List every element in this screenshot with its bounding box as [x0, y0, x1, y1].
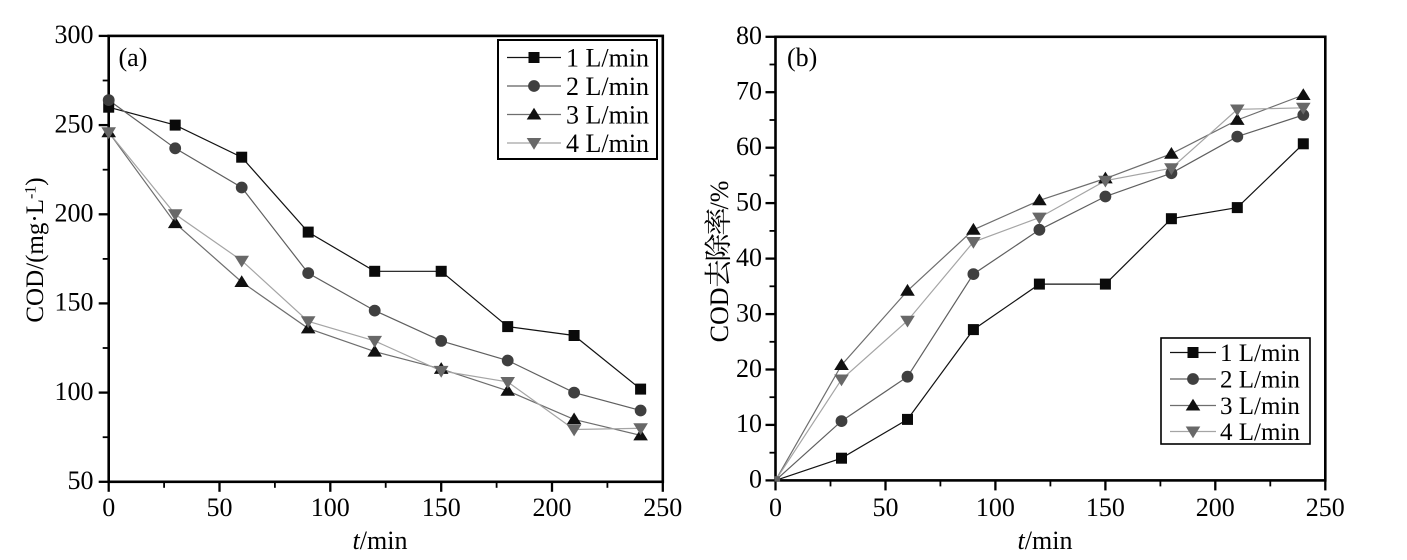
svg-text:50: 50 [873, 493, 899, 522]
svg-text:/%: /% [705, 181, 734, 210]
svg-text:150: 150 [422, 493, 461, 522]
svg-text:10: 10 [736, 409, 762, 438]
svg-text:4 L/min: 4 L/min [1220, 419, 1300, 446]
svg-text:60: 60 [736, 132, 762, 161]
svg-text:COD/(mg·L-1): COD/(mg·L-1) [22, 177, 49, 322]
svg-text:200: 200 [55, 199, 94, 228]
svg-text:COD: COD [705, 287, 734, 342]
svg-text:70: 70 [736, 77, 762, 106]
svg-text:50: 50 [736, 187, 762, 216]
svg-text:4 L/min: 4 L/min [566, 129, 649, 158]
svg-text:100: 100 [55, 377, 94, 406]
svg-text:250: 250 [643, 493, 682, 522]
svg-text:t/min: t/min [353, 526, 408, 555]
svg-text:0: 0 [769, 493, 782, 522]
svg-text:50: 50 [68, 466, 94, 495]
svg-text:20: 20 [736, 354, 762, 383]
svg-text:3 L/min: 3 L/min [1220, 393, 1300, 420]
svg-text:2 L/min: 2 L/min [1220, 367, 1300, 394]
svg-text:(a): (a) [119, 43, 148, 72]
svg-text:150: 150 [1086, 493, 1125, 522]
svg-text:0: 0 [749, 465, 762, 494]
svg-text:(b): (b) [787, 43, 817, 72]
svg-text:150: 150 [55, 288, 94, 317]
svg-text:3 L/min: 3 L/min [566, 101, 649, 130]
svg-text:1 L/min: 1 L/min [1220, 340, 1300, 367]
svg-text:30: 30 [736, 298, 762, 327]
svg-text:2 L/min: 2 L/min [566, 72, 649, 101]
svg-text:40: 40 [736, 243, 762, 272]
svg-text:50: 50 [207, 493, 233, 522]
svg-text:200: 200 [1196, 493, 1235, 522]
svg-text:100: 100 [976, 493, 1015, 522]
svg-text:250: 250 [55, 109, 94, 138]
svg-text:250: 250 [1306, 493, 1345, 522]
svg-text:300: 300 [55, 20, 94, 49]
svg-text:1 L/min: 1 L/min [566, 44, 649, 73]
svg-text:t/min: t/min [1018, 526, 1073, 555]
svg-text:80: 80 [736, 21, 762, 50]
svg-text:200: 200 [533, 493, 572, 522]
svg-text:0: 0 [102, 493, 115, 522]
svg-text:100: 100 [311, 493, 350, 522]
